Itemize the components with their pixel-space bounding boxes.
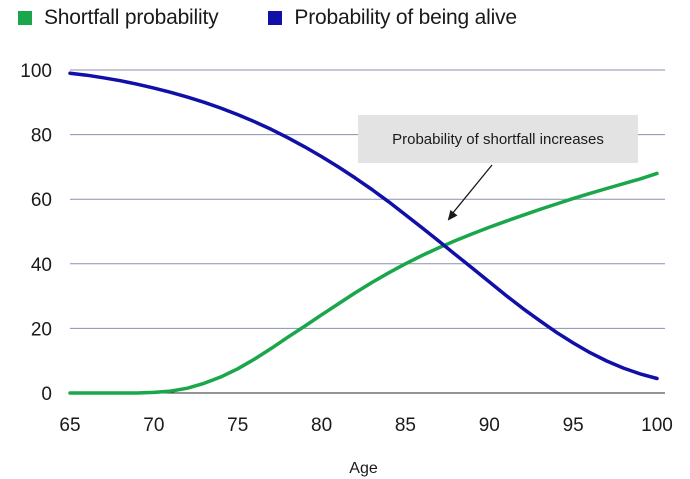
legend-label-alive: Probability of being alive: [294, 6, 517, 29]
x-tick-label: 85: [395, 415, 416, 436]
y-tick-label: 40: [31, 255, 52, 276]
annotation-box: [358, 115, 638, 163]
legend-item-shortfall: Shortfall probability: [18, 6, 219, 30]
legend-label-shortfall: Shortfall probability: [44, 6, 219, 29]
x-axis-ticks: 65 70 75 80 85 90 95 100: [59, 415, 672, 436]
y-tick-label: 0: [41, 384, 52, 405]
y-tick-label: 60: [31, 190, 52, 211]
y-axis-ticks: 0 20 40 60 80 100: [20, 61, 52, 405]
x-tick-label: 75: [227, 415, 248, 436]
legend-item-alive: Probability of being alive: [268, 6, 517, 30]
annotation-arrow-line: [450, 164, 493, 216]
x-tick-label: 95: [563, 415, 584, 436]
legend-swatch-shortfall: [18, 11, 32, 25]
y-tick-label: 100: [20, 61, 52, 82]
y-tick-label: 20: [31, 319, 52, 340]
series-line-1: [68, 71, 659, 381]
legend: Shortfall probability Probability of bei…: [18, 6, 517, 30]
x-tick-label: 65: [59, 415, 80, 436]
annotation: Probability of shortfall increases: [358, 115, 638, 221]
annotation-text: Probability of shortfall increases: [392, 131, 604, 148]
x-tick-label: 70: [143, 415, 164, 436]
x-axis-label: Age: [349, 460, 378, 477]
x-tick-label: 80: [311, 415, 332, 436]
x-tick-label: 90: [479, 415, 500, 436]
y-tick-label: 80: [31, 126, 52, 147]
annotation-arrowhead: [447, 209, 458, 221]
x-tick-label: 100: [641, 415, 673, 436]
series-lines: [68, 71, 659, 395]
series-line-0: [68, 171, 659, 395]
legend-swatch-alive: [268, 11, 283, 25]
